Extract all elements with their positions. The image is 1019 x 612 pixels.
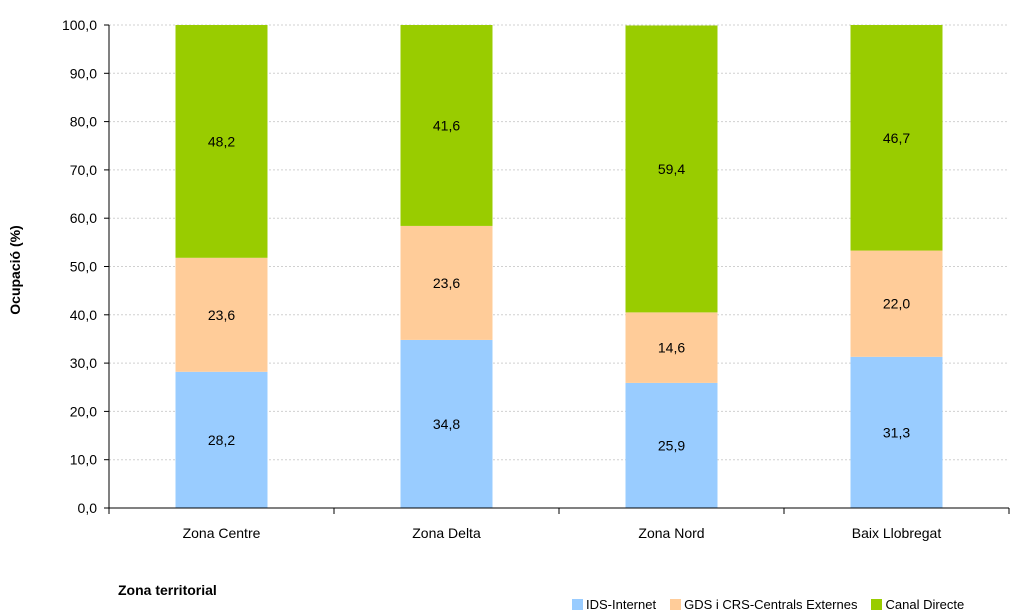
data-label: 59,4 [658,161,685,177]
axes [104,24,1010,514]
y-tick-label: 30,0 [70,355,97,371]
data-label: 31,3 [883,424,910,440]
legend-swatch [871,598,883,610]
y-tick-label: 0,0 [78,500,98,516]
y-tick-label: 80,0 [70,114,97,130]
y-tick-label: 70,0 [70,162,97,178]
data-label: 22,0 [883,296,910,312]
legend-label: Canal Directe [885,596,965,612]
legend-item: IDS-Internet [572,597,656,612]
bar-segment [625,382,718,508]
legend-swatch [670,598,682,610]
data-label: 34,8 [433,416,460,432]
legend-label: GDS i CRS-Centrals Externes [684,596,858,612]
y-tick-label: 20,0 [70,403,97,419]
bar-segment [400,225,493,340]
legend-label: IDS-Internet [586,596,657,612]
data-label: 14,6 [658,340,685,356]
category-label: Zona Centre [183,525,261,541]
data-label: 23,6 [208,307,235,323]
y-tick-label: 40,0 [70,307,97,323]
bar-segment [175,371,268,508]
bar-segment [400,339,493,508]
x-axis-title: Zona territorial [118,582,217,598]
bar-segment [625,312,718,383]
data-label: 25,9 [658,437,685,453]
legend-swatch [572,598,583,610]
category-label: Baix Llobregat [852,525,942,541]
labels: 0,0 10,0 20,0 30,0 40,0 50,0 60,0 70,0 80,0 90,0 1… [62,17,941,541]
category-label: Zona Delta [412,525,481,541]
category-label: Zona Nord [638,525,704,541]
bar-segment [850,25,943,251]
bar-segment [850,250,943,357]
legend-item: GDS i CRS-Centrals Externes [670,597,857,612]
y-tick-label: 10,0 [70,452,97,468]
y-tick-label: 100,0 [62,17,97,33]
bar-segment [625,25,718,313]
y-tick-label: 90,0 [70,65,97,81]
bar-segment [175,25,268,258]
legend: IDS-Internet GDS i CRS-Centrals Externes C… [572,596,978,612]
bar-segment [175,257,268,372]
bar-segment [850,356,943,508]
data-label: 28,2 [208,432,235,448]
y-tick-label: 60,0 [70,210,97,226]
data-label: 46,7 [883,130,910,146]
data-label: 48,2 [208,133,235,149]
bar-segment [400,25,493,226]
y-tick-label: 50,0 [70,259,97,275]
data-label: 41,6 [433,117,460,133]
legend-item: Canal Directe [871,597,964,612]
bars [175,25,943,508]
y-axis-title: Ocupació (%) [7,225,23,314]
data-label: 23,6 [433,275,460,291]
